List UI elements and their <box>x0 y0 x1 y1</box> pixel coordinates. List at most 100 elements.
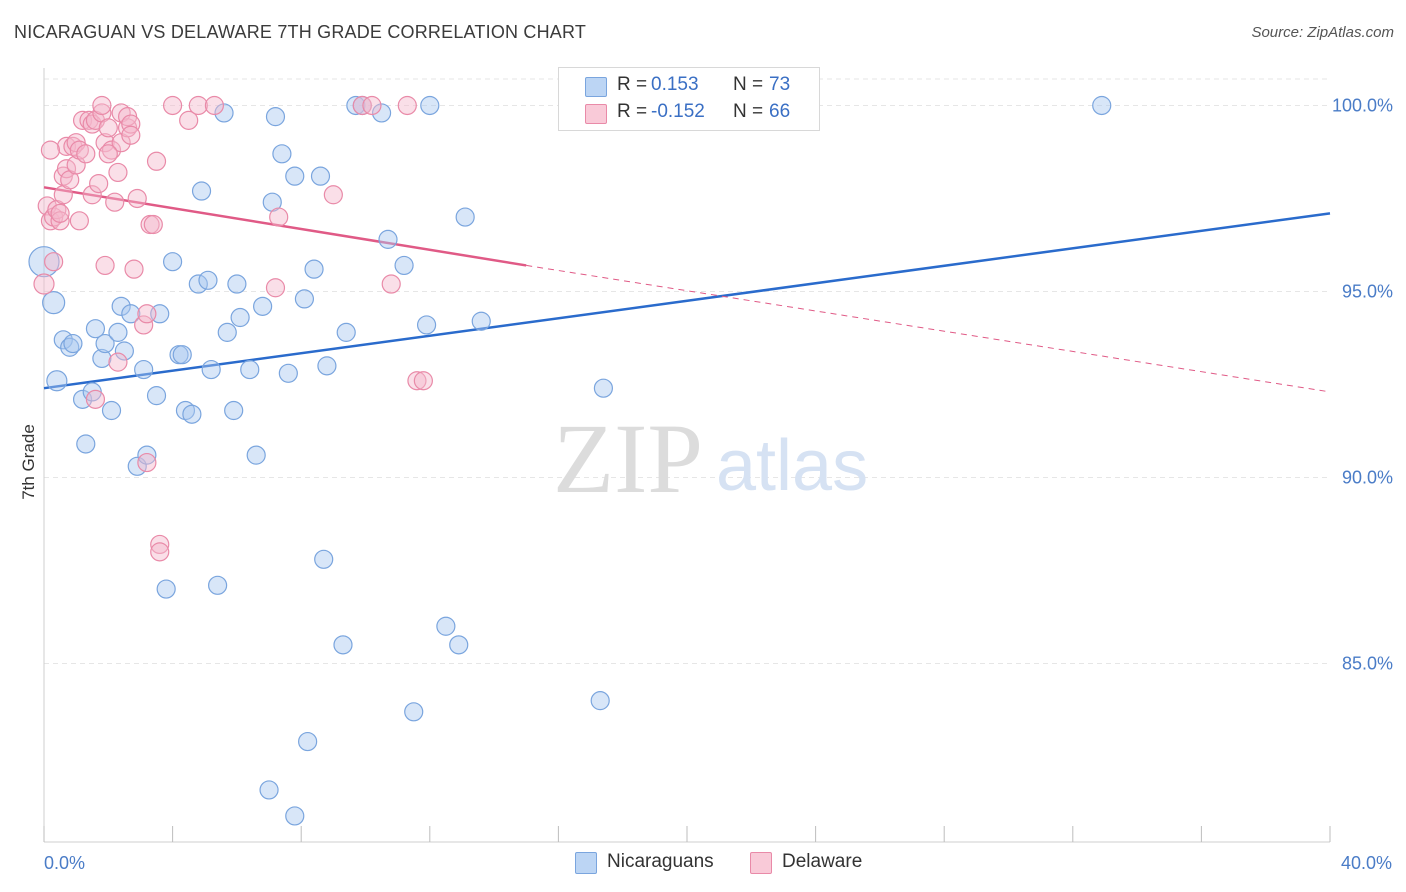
nicaraguans-point <box>378 229 398 249</box>
nicaraguans-point <box>172 345 192 365</box>
delaware-point <box>143 214 163 235</box>
y-axis-title: 7th Grade <box>19 424 38 500</box>
delaware-point <box>204 95 224 116</box>
delaware-point <box>92 95 112 116</box>
nicaraguans-point <box>46 370 68 392</box>
nicaraguans-point <box>314 549 334 569</box>
delaware-point <box>150 534 170 555</box>
nicaraguans-point <box>272 144 292 164</box>
nicaraguans-trend-line <box>43 212 1331 390</box>
delaware-point <box>413 371 433 391</box>
delaware-point <box>362 95 382 116</box>
delaware-point <box>124 259 144 279</box>
delaware-point <box>98 118 118 138</box>
nicaraguans-point <box>137 445 157 465</box>
delaware-point <box>121 125 141 145</box>
nicaraguans-point <box>85 319 106 339</box>
delaware-point <box>108 162 128 183</box>
nicaraguans-point <box>298 731 318 752</box>
delaware-point <box>50 211 70 231</box>
data-points <box>28 95 1112 826</box>
delaware-point <box>150 542 170 562</box>
y-tick-label: 95.0% <box>1342 281 1393 301</box>
nicaraguans-point <box>208 575 228 595</box>
delaware-legend-label: Delaware <box>782 851 863 872</box>
watermark-atlas: atlas <box>716 426 868 506</box>
nicaraguans-point <box>304 259 324 279</box>
nicaraguans-point <box>95 333 115 354</box>
trend-lines <box>43 186 1331 393</box>
delaware-point <box>56 136 77 156</box>
nicaraguans-point <box>198 270 218 290</box>
nicaraguans-point <box>163 252 183 272</box>
nicaraguans-point <box>590 691 610 711</box>
watermark-zip: ZIP <box>553 403 703 514</box>
delaware-point <box>407 371 427 391</box>
nicaraguans-point <box>230 307 250 328</box>
nicaraguans-point <box>285 806 305 826</box>
nicaraguans-point <box>108 322 128 342</box>
delaware-trend-extension <box>526 264 1331 393</box>
delaware-point <box>146 151 167 171</box>
delaware-point <box>127 188 147 209</box>
chart-title: NICARAGUAN VS DELAWARE 7TH GRADE CORRELA… <box>14 22 587 42</box>
nicaraguans-point <box>121 304 141 324</box>
delaware-point <box>56 159 77 179</box>
r-value: -0.152 <box>651 101 705 122</box>
nicaraguans-point <box>101 400 122 421</box>
r-value: 0.153 <box>651 74 699 95</box>
delaware-point <box>137 304 157 324</box>
delaware-point <box>381 274 401 294</box>
delaware-point <box>121 114 141 134</box>
delaware-point <box>95 133 115 153</box>
nicaraguans-point <box>404 702 424 722</box>
nicaraguans-point <box>246 445 266 465</box>
nicaraguans-point <box>42 291 66 315</box>
nicaraguans-point <box>278 363 298 383</box>
y-tick-label: 85.0% <box>1342 653 1393 673</box>
nicaraguans-point <box>436 616 456 636</box>
delaware-trend-line <box>43 186 527 267</box>
nicaraguans-point <box>114 341 134 361</box>
delaware-point <box>76 144 96 164</box>
nicaraguans-point <box>188 274 208 294</box>
nicaraguans-legend-label: Nicaraguans <box>607 851 714 872</box>
n-value: 73 <box>769 74 791 95</box>
nicaraguans-point <box>449 635 469 655</box>
nicaraguans-point <box>310 166 331 186</box>
nicaraguans-point <box>227 274 247 294</box>
delaware-point <box>98 144 118 164</box>
delaware-point <box>69 211 89 231</box>
nicaraguans-point <box>333 635 353 655</box>
delaware-point <box>44 252 64 272</box>
tick-labels: 100.0% 95.0% 90.0% 85.0% 0.0% 40.0% <box>44 95 1393 873</box>
n-label: N = <box>733 74 764 95</box>
nicaraguans-point <box>60 337 80 357</box>
delaware-swatch <box>585 104 607 124</box>
delaware-point <box>179 110 199 130</box>
y-tick-label: 90.0% <box>1342 467 1393 487</box>
nicaraguans-legend-swatch <box>575 852 597 874</box>
nicaraguans-point <box>346 95 366 116</box>
nicaraguans-point <box>420 95 440 116</box>
nicaraguans-point <box>416 315 437 335</box>
nicaraguans-point <box>455 207 475 227</box>
nicaraguans-point <box>294 289 315 309</box>
delaware-point <box>40 211 61 231</box>
nicaraguans-point <box>63 333 83 354</box>
r-label: R = <box>617 74 648 95</box>
delaware-point <box>101 140 122 160</box>
source-credit: Source: ZipAtlas.com <box>1251 24 1394 41</box>
delaware-point <box>188 95 208 116</box>
nicaraguans-point <box>471 311 491 331</box>
nicaraguans-point <box>394 255 414 276</box>
delaware-point <box>82 185 102 205</box>
delaware-point <box>137 452 157 473</box>
x-tick-label: 40.0% <box>1341 853 1392 873</box>
nicaraguans-point <box>134 359 154 380</box>
n-label: N = <box>733 101 764 122</box>
delaware-point <box>40 140 61 160</box>
nicaraguans-point <box>240 359 260 380</box>
delaware-point <box>269 207 289 227</box>
